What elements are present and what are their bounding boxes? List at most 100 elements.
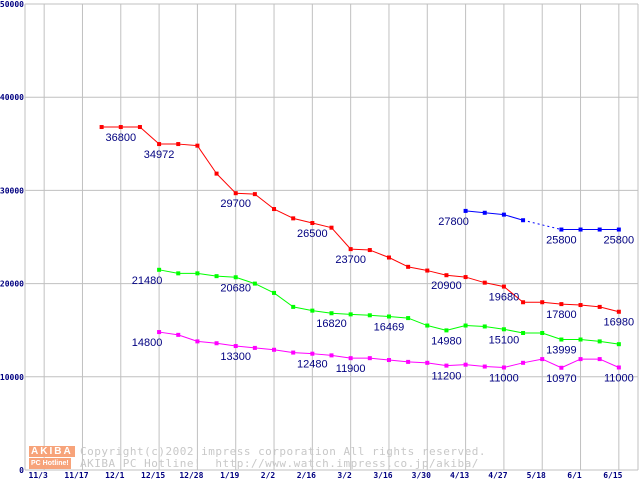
data-label: 11200 bbox=[432, 371, 462, 383]
series-magenta-segment bbox=[235, 345, 255, 349]
series-magenta-segment bbox=[293, 352, 313, 355]
series-magenta-point bbox=[444, 363, 449, 368]
series-magenta-point bbox=[272, 347, 277, 352]
series-magenta-segment bbox=[465, 364, 485, 368]
series-green-point bbox=[463, 323, 468, 328]
series-red-point bbox=[540, 300, 545, 305]
series-green-segment bbox=[331, 312, 351, 315]
series-magenta-segment bbox=[369, 357, 390, 361]
series-green-point bbox=[425, 323, 430, 328]
y-tick-label: 30000 bbox=[0, 186, 24, 195]
series-green-point bbox=[597, 339, 602, 344]
series-magenta-segment bbox=[331, 354, 351, 359]
series-blue-point bbox=[463, 208, 468, 213]
series-green-point bbox=[406, 316, 411, 321]
series-red-point bbox=[118, 125, 123, 130]
data-label: 25800 bbox=[546, 235, 577, 247]
series-red-segment bbox=[561, 303, 581, 306]
series-green-segment bbox=[293, 306, 313, 312]
series-magenta-point bbox=[348, 356, 353, 361]
series-green-point bbox=[444, 328, 449, 333]
series-magenta-point bbox=[463, 362, 468, 367]
series-green-point bbox=[482, 324, 487, 329]
data-label: 15100 bbox=[489, 334, 520, 346]
series-blue-segment bbox=[484, 212, 504, 216]
x-tick-label: 4/27 bbox=[488, 471, 507, 480]
series-green-segment bbox=[427, 325, 447, 331]
series-green-segment bbox=[369, 314, 390, 318]
series-red-segment bbox=[293, 217, 313, 224]
x-tick-label: 12/1 bbox=[105, 471, 124, 480]
series-green-segment bbox=[273, 292, 294, 308]
series-blue-point bbox=[501, 212, 506, 217]
series-red-segment bbox=[178, 143, 198, 147]
series-green-point bbox=[386, 314, 391, 319]
x-tick-label: 12/15 bbox=[141, 471, 165, 480]
series-green-point bbox=[578, 337, 583, 342]
data-label: 16820 bbox=[316, 318, 347, 330]
series-magenta-point bbox=[406, 359, 411, 364]
series-magenta-segment bbox=[388, 359, 409, 363]
data-label: 21480 bbox=[132, 275, 163, 287]
series-red-segment bbox=[580, 304, 600, 308]
series-red-segment bbox=[196, 145, 217, 174]
series-green-point bbox=[329, 311, 334, 316]
data-label: 19680 bbox=[489, 292, 520, 304]
series-green-segment bbox=[542, 332, 562, 341]
copyright-text: Copyright(c)2002 impress corporation All… bbox=[80, 445, 486, 458]
series-magenta-point bbox=[233, 344, 238, 349]
x-tick-label: 4/13 bbox=[450, 471, 469, 480]
series-red-segment bbox=[465, 276, 485, 284]
series-red-point bbox=[578, 303, 583, 308]
series-red-point bbox=[157, 142, 162, 147]
series-magenta-point bbox=[214, 341, 219, 346]
series-magenta-point bbox=[597, 357, 602, 362]
series-green-segment bbox=[580, 339, 600, 342]
series-red-point bbox=[252, 192, 257, 197]
series-red-point bbox=[616, 309, 621, 314]
x-tick-label: 1/19 bbox=[220, 471, 239, 480]
series-magenta-point bbox=[252, 345, 257, 350]
y-tick-label: 0 bbox=[19, 466, 24, 475]
series-red-segment bbox=[446, 274, 466, 278]
series-red-segment bbox=[350, 248, 370, 251]
series-red-point bbox=[99, 125, 104, 130]
series-green-segment bbox=[235, 276, 256, 285]
series-magenta-point bbox=[578, 357, 583, 362]
series-blue-segment bbox=[465, 210, 485, 214]
y-tick-label: 20000 bbox=[0, 280, 24, 289]
series-magenta-segment bbox=[484, 366, 504, 368]
series-magenta-segment bbox=[427, 362, 447, 367]
series-magenta-segment bbox=[178, 334, 198, 342]
series-blue-point bbox=[559, 227, 564, 232]
data-label: 12480 bbox=[297, 359, 328, 371]
series-magenta-segment bbox=[446, 364, 466, 367]
series-red-segment bbox=[388, 257, 409, 268]
series-red-segment bbox=[484, 282, 505, 288]
data-label: 34972 bbox=[144, 149, 175, 161]
data-label: 13999 bbox=[546, 345, 577, 357]
x-tick-label: 6/15 bbox=[603, 471, 622, 480]
series-green-segment bbox=[350, 313, 370, 316]
series-magenta-point bbox=[559, 365, 564, 370]
x-tick-label: 2/2 bbox=[261, 471, 276, 480]
x-tick-label: 3/2 bbox=[337, 471, 352, 480]
series-red-point bbox=[310, 221, 315, 226]
series-magenta-point bbox=[616, 365, 621, 370]
data-label: 36800 bbox=[105, 132, 136, 144]
series-green-point bbox=[233, 275, 238, 280]
series-magenta-point bbox=[540, 357, 545, 362]
x-tick-label: 2/16 bbox=[297, 471, 316, 480]
series-red-point bbox=[137, 125, 142, 130]
series-green-point bbox=[157, 267, 162, 272]
series-red-point bbox=[329, 225, 334, 230]
series-magenta-point bbox=[310, 351, 315, 356]
x-tick-label: 11/17 bbox=[64, 471, 88, 480]
series-red-point bbox=[291, 216, 296, 221]
data-label: 27800 bbox=[438, 216, 469, 228]
series-blue-segment bbox=[503, 214, 524, 221]
data-label: 10970 bbox=[546, 373, 577, 385]
series-magenta-segment bbox=[599, 358, 620, 368]
series-green-segment bbox=[159, 269, 179, 274]
site-url-text: AKIBA PC Hotline! http://www.watch.impre… bbox=[80, 457, 479, 470]
